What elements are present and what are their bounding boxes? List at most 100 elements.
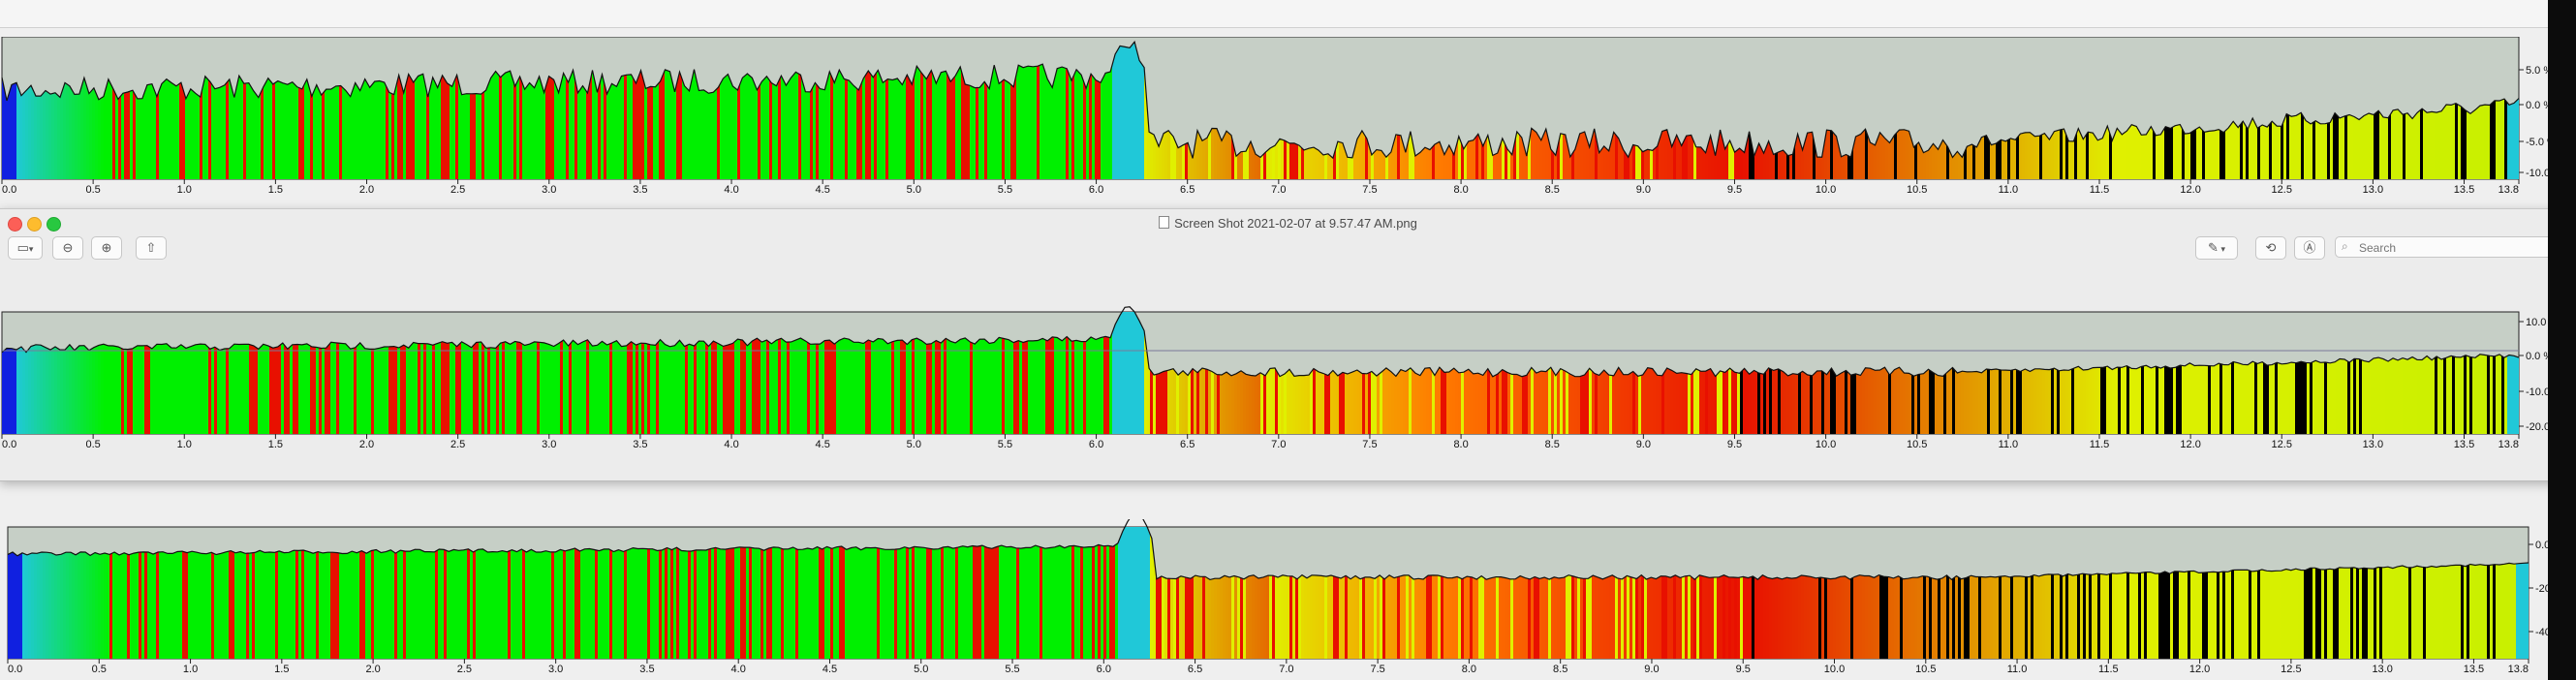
x-tick-label: 0.5	[92, 664, 107, 675]
x-tick-label: 3.0	[548, 664, 563, 675]
x-tick-label: 4.0	[731, 664, 746, 675]
x-tick-label: 11.5	[2098, 664, 2119, 675]
x-tick-label: 7.0	[1271, 184, 1286, 196]
spectrum-fill	[8, 527, 2529, 659]
x-tick-label: 5.5	[998, 184, 1012, 196]
x-tick-label: 9.5	[1727, 184, 1742, 196]
x-tick-label: 12.0	[2180, 439, 2200, 450]
x-tick-label: 13.5	[2464, 664, 2484, 675]
x-tick-label: 2.5	[450, 184, 465, 196]
x-tick-label: 12.5	[2272, 439, 2292, 450]
x-tick-label: 8.5	[1545, 439, 1560, 450]
close-button[interactable]	[8, 217, 22, 232]
y-tick-label: 0.0 %	[2526, 351, 2553, 362]
x-tick-label: 3.0	[542, 184, 556, 196]
search-field[interactable]: ⌕	[2335, 236, 2565, 258]
x-tick-label: 8.5	[1545, 184, 1560, 196]
x-tick-label: 10.5	[1907, 184, 1927, 196]
x-tick-label: 0.0	[2, 184, 16, 196]
x-tick-label: 13.5	[2454, 184, 2474, 196]
x-tick-label: 12.5	[2281, 664, 2301, 675]
envelope-line	[7, 519, 2529, 581]
annotate-button[interactable]: Ⓐ	[2294, 236, 2325, 260]
x-tick-label: 12.0	[2180, 184, 2200, 196]
x-tick-label: 1.5	[268, 184, 283, 196]
y-tick-label: 0.0 %	[2526, 100, 2553, 111]
x-tick-label: 0.0	[2, 439, 16, 450]
x-tick-label: 2.0	[365, 664, 380, 675]
top-strip	[0, 0, 2576, 28]
x-tick-label: 3.5	[633, 439, 647, 450]
preview-window: Screen Shot 2021-02-07 at 9.57.47 AM.png…	[0, 208, 2576, 481]
x-tick-label: 2.5	[450, 439, 465, 450]
x-tick-label: 6.5	[1180, 184, 1195, 196]
zoom-button[interactable]	[47, 217, 61, 232]
share-icon: ⇧	[145, 240, 157, 255]
spectrum-chart-bottom: 0.0 0.5 1.0 1.5 2.0 2.5 3.0 3.5 4.0 4.5 5.0 5.5 6.0 6…	[7, 519, 2558, 675]
zoom-in-icon: ⊕	[101, 240, 112, 255]
x-tick-label: 9.0	[1644, 664, 1659, 675]
x-tick-label: 10.5	[1915, 664, 1936, 675]
background-window-edge	[2548, 0, 2576, 680]
x-tick-label: 13.8	[2508, 664, 2529, 675]
x-tick-label: 11.0	[1999, 439, 2019, 450]
x-tick-label: 4.5	[816, 184, 830, 196]
x-tick-label: 10.0	[1816, 439, 1836, 450]
y-tick-label: 5.0 %	[2526, 65, 2553, 77]
chevron-down-icon: ▾	[2218, 244, 2225, 254]
search-icon: ⌕	[2342, 239, 2348, 253]
x-tick-label: 1.0	[183, 664, 198, 675]
spectrum-chart-top: 0.0 0.5 1.0 1.5 2.0 2.5 3.0 3.5 4.0 4.5 5.0 5.5 6.0 6…	[1, 37, 2562, 196]
x-tick-label: 7.5	[1362, 184, 1377, 196]
envelope-line	[1, 306, 2520, 378]
sidebar-button[interactable]: ▭▾	[8, 236, 43, 260]
x-tick-label: 4.0	[724, 184, 738, 196]
x-tick-label: 1.0	[177, 439, 192, 450]
x-tick-label: 4.5	[822, 664, 837, 675]
share-button[interactable]: ⇧	[136, 236, 167, 260]
x-tick-label: 1.5	[274, 664, 289, 675]
x-tick-label: 8.0	[1453, 439, 1468, 450]
x-tick-label: 1.0	[177, 184, 192, 196]
x-tick-label: 11.0	[1999, 184, 2019, 196]
x-tick-label: 13.8	[2498, 439, 2519, 450]
titlebar: Screen Shot 2021-02-07 at 9.57.47 AM.png	[0, 209, 2576, 238]
document-icon	[1159, 216, 1170, 229]
x-tick-label: 13.0	[2372, 664, 2392, 675]
x-tick-label: 13.0	[2363, 439, 2383, 450]
x-tick-label: 6.5	[1188, 664, 1202, 675]
x-tick-label: 13.8	[2498, 184, 2519, 196]
x-tick-label: 6.0	[1089, 439, 1103, 450]
chevron-down-icon: ▾	[28, 244, 34, 254]
x-tick-label: 3.5	[639, 664, 654, 675]
zoom-in-button[interactable]: ⊕	[91, 236, 122, 260]
x-tick-label: 12.5	[2272, 184, 2292, 196]
zoom-out-icon: ⊖	[62, 240, 74, 255]
zoom-out-button[interactable]: ⊖	[52, 236, 83, 260]
x-tick-label: 4.0	[724, 439, 738, 450]
x-tick-label: 10.0	[1816, 184, 1836, 196]
x-tick-label: 6.5	[1180, 439, 1195, 450]
x-tick-label: 6.0	[1089, 184, 1103, 196]
x-tick-label: 5.0	[914, 664, 928, 675]
markup-button[interactable]: ✎ ▾	[2195, 236, 2238, 260]
toolbar: ▭▾ ⊖ ⊕ ⇧ ✎ ▾ ⟲ Ⓐ ⌕	[0, 234, 2576, 263]
search-input[interactable]	[2357, 239, 2560, 257]
x-tick-label: 9.5	[1736, 664, 1751, 675]
x-tick-label: 2.5	[457, 664, 472, 675]
x-tick-label: 13.0	[2363, 184, 2383, 196]
x-tick-label: 8.0	[1453, 184, 1468, 196]
x-tick-label: 4.5	[816, 439, 830, 450]
x-tick-label: 6.0	[1097, 664, 1111, 675]
x-tick-label: 12.0	[2189, 664, 2210, 675]
envelope-line	[1, 40, 2520, 160]
minimize-button[interactable]	[27, 217, 42, 232]
x-tick-label: 5.5	[998, 439, 1012, 450]
spectrum-chart-middle: 0.0 0.5 1.0 1.5 2.0 2.5 3.0 3.5 4.0 4.5 5.0 5.5 6.0 6…	[1, 306, 2562, 450]
x-tick-label: 9.0	[1636, 439, 1651, 450]
x-tick-label: 11.5	[2090, 184, 2110, 196]
x-tick-label: 5.5	[1005, 664, 1019, 675]
x-tick-label: 10.0	[1824, 664, 1845, 675]
x-tick-label: 8.5	[1553, 664, 1567, 675]
rotate-button[interactable]: ⟲	[2255, 236, 2286, 260]
